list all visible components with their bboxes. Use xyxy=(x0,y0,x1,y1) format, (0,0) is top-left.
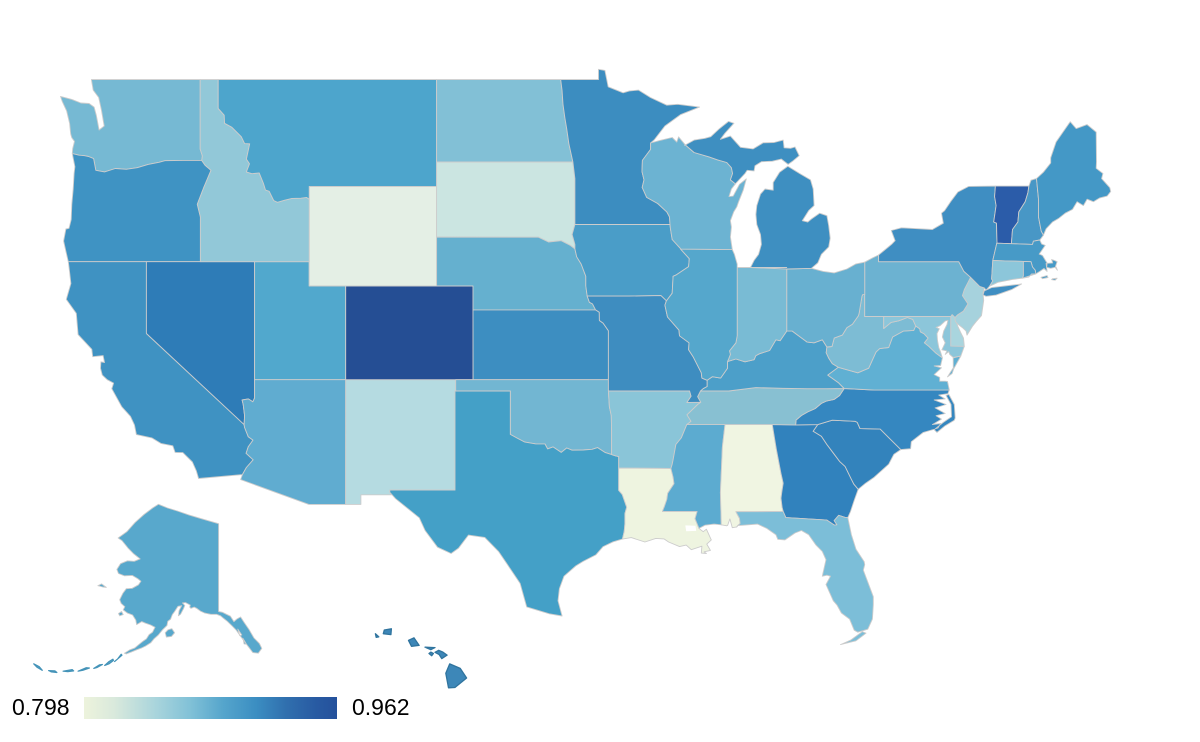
svg-text:0.798: 0.798 xyxy=(12,694,70,720)
svg-text:0.962: 0.962 xyxy=(352,694,410,720)
